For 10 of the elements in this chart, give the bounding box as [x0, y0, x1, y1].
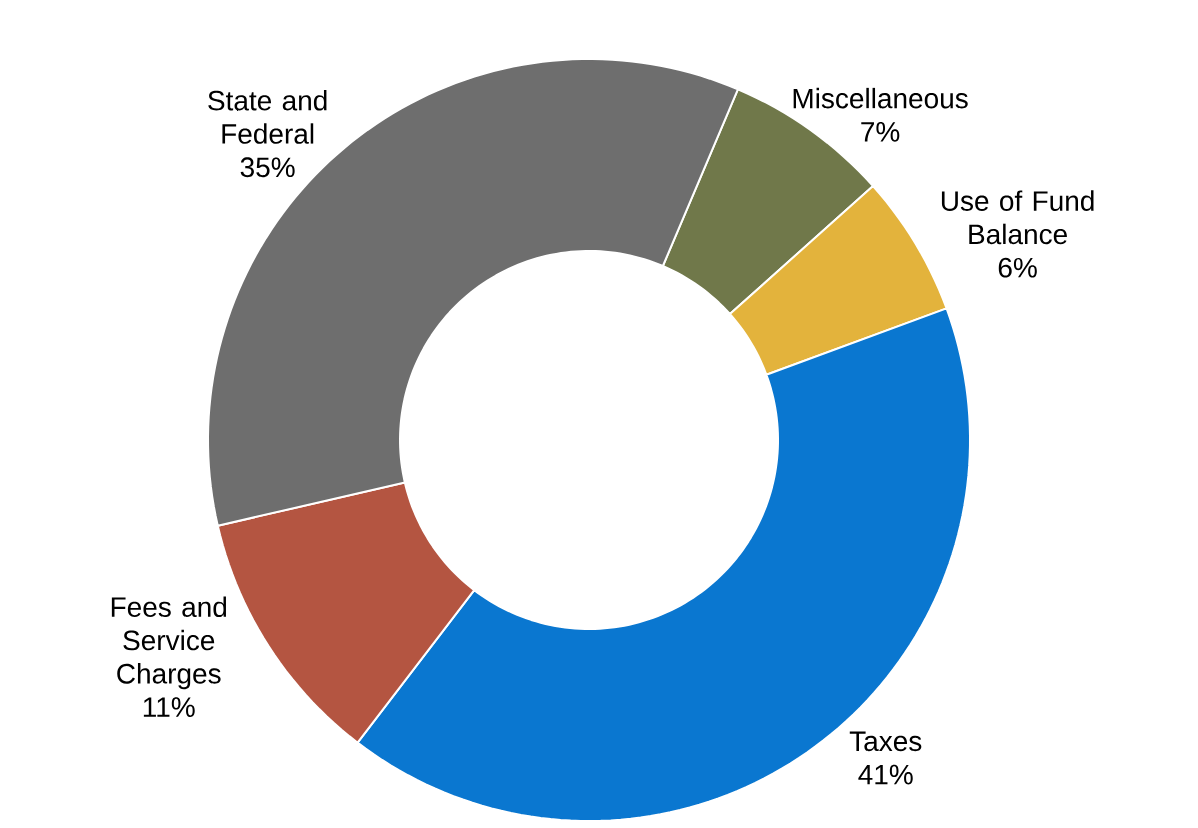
data-label: 11%: [143, 697, 195, 717]
slice-label: Taxes: [849, 731, 922, 752]
data-label: 35%: [240, 157, 295, 178]
slice-label: State and Federal: [208, 89, 327, 144]
data-label: 7%: [861, 122, 900, 142]
data-label: 41%: [858, 764, 913, 785]
slice-label: Fees and Service Charges: [111, 596, 227, 690]
slice-label: Miscellaneous: [793, 87, 968, 109]
data-label: 6%: [998, 257, 1037, 278]
slice-label: Use of Fund Balance: [941, 190, 1094, 245]
